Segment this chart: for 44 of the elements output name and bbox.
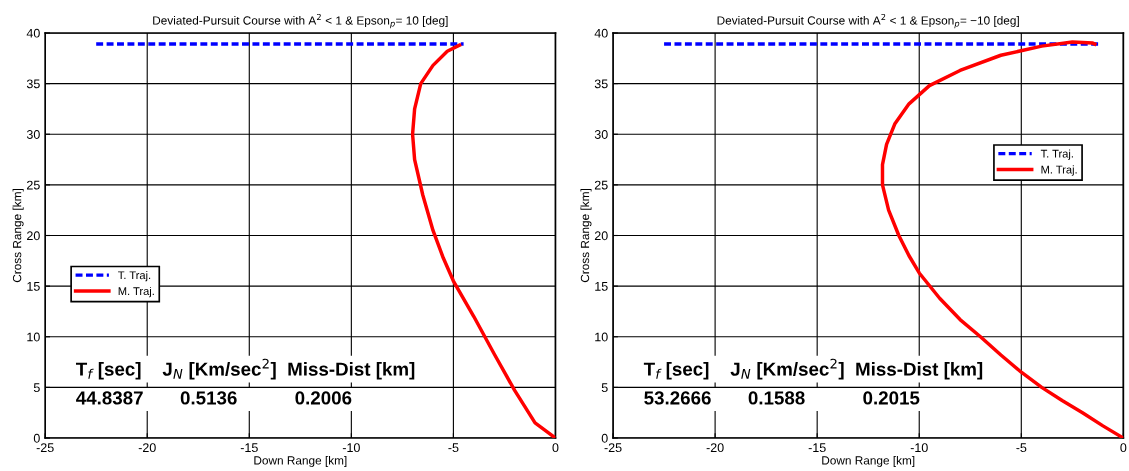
y-tick-label: 15 (595, 282, 608, 291)
x-tick-label: -20 (138, 443, 156, 453)
y-tick-label: 30 (594, 130, 608, 139)
legend-label: T. Traj. (1040, 149, 1073, 160)
annotation: 53.2666 0.1588 0.2015 (644, 391, 920, 405)
x-axis-title: Down Range [km] (822, 455, 915, 467)
legend-label: M. Traj. (118, 286, 154, 298)
x-tick-label: 0 (1120, 443, 1127, 453)
y-tick-label: 20 (27, 231, 40, 241)
x-tick-label: -15 (808, 443, 826, 453)
y-tick-label: 0 (33, 433, 40, 443)
x-axis-title: Down Range [km] (254, 455, 347, 467)
y-axis-title: Cross Range [km] (580, 189, 592, 283)
y-tick-label: 10 (595, 332, 608, 342)
annotation: T$_{f}$ [sec] J$_{N}$ [Km/sec$^{2}$] Miss-Dist [km] (75, 358, 415, 380)
x-tick-label: -10 (342, 443, 360, 453)
x-tick-label: -5 (1016, 443, 1027, 453)
y-tick-label: 15 (27, 282, 40, 291)
y-tick-label: 30 (26, 130, 40, 139)
x-tick-label: -25 (604, 443, 622, 453)
y-tick-label: 5 (601, 383, 608, 393)
y-axis-title: Cross Range [km] (12, 189, 24, 283)
y-tick-label: 25 (594, 180, 608, 190)
x-tick-label: -25 (36, 443, 54, 453)
x-tick-label: 0 (552, 443, 559, 453)
y-tick-label: 35 (594, 79, 608, 89)
y-tick-label: 40 (594, 28, 608, 38)
chart-title: Deviated-Pursuit Course with A$^{2}$ < 1 & Epson$_{p}$= 10 [deg] (153, 13, 448, 29)
x-tick-label: -5 (448, 443, 459, 453)
chart-title: Deviated-Pursuit Course with A$^{2}$ < 1 & Epson$_{p}$= −10 [deg] (717, 13, 1019, 29)
y-tick-label: 5 (33, 383, 40, 393)
y-tick-label: 20 (594, 231, 608, 241)
legend-label: M. Traj. (1041, 165, 1077, 176)
x-tick-label: -15 (240, 443, 258, 453)
annotation: T$_{f}$ [sec] J$_{N}$ [Km/sec$^{2}$] Miss-Dist [km] (643, 358, 983, 380)
y-tick-label: 35 (26, 79, 40, 89)
y-tick-label: 10 (27, 332, 40, 342)
y-tick-label: 25 (27, 180, 40, 190)
x-tick-label: -20 (706, 443, 724, 453)
y-tick-label: 40 (26, 28, 40, 38)
annotation: 44.8387 0.5136 0.2006 (76, 391, 352, 405)
y-tick-label: 0 (601, 433, 608, 443)
legend-label: T. Traj. (118, 270, 151, 282)
x-tick-label: -10 (910, 443, 928, 453)
